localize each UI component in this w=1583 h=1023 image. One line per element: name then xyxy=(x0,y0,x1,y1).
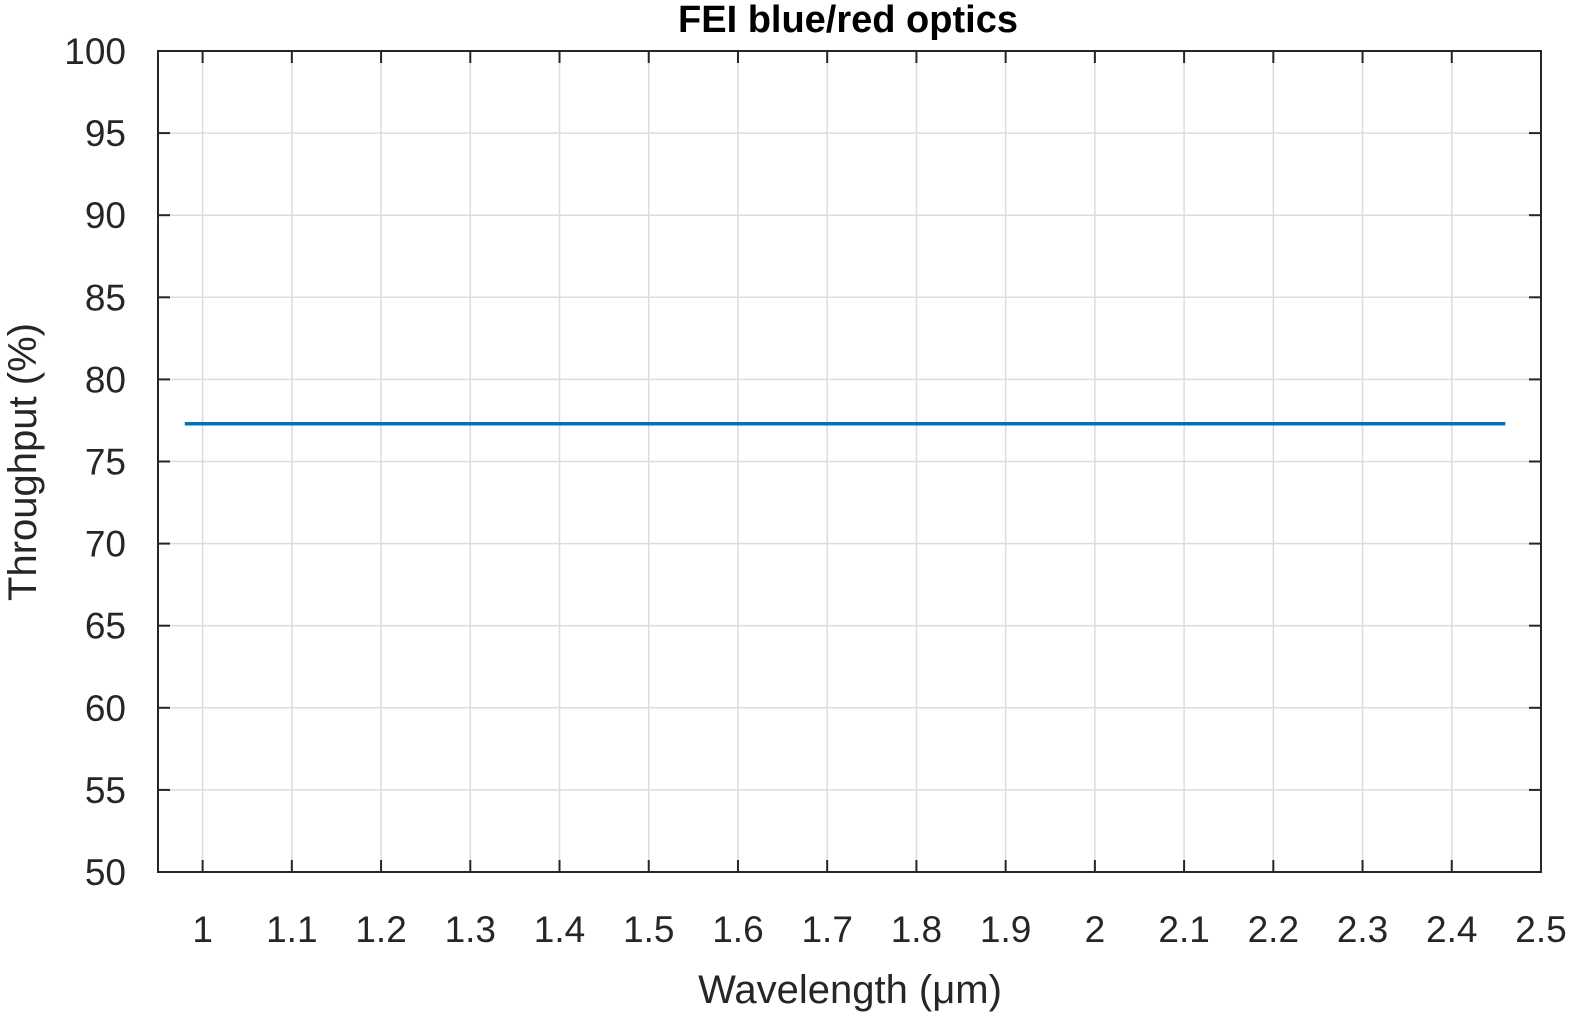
x-tick-label: 2.3 xyxy=(1337,909,1388,950)
y-tick-label: 80 xyxy=(85,359,126,400)
x-axis-label: Wavelength (μm) xyxy=(698,968,1002,1012)
x-tick-label: 2.4 xyxy=(1426,909,1477,950)
y-tick-label: 75 xyxy=(85,442,126,483)
tick-labels: 1 1.1 1.2 1.3 1.4 1.5 1.6 1.7 1.8 1.9 2 2.1 2.2 2.3 2.… xyxy=(64,31,1566,950)
x-tick-label: 1.8 xyxy=(891,909,942,950)
x-tick-label: 2.1 xyxy=(1158,909,1209,950)
grid-lines xyxy=(158,50,1542,873)
chart-title: FEI blue/red optics xyxy=(678,0,1018,41)
y-tick-label: 70 xyxy=(85,524,126,565)
x-tick-label: 1.5 xyxy=(623,909,674,950)
x-tick-label: 1 xyxy=(192,909,213,950)
x-tick-label: 2.2 xyxy=(1248,909,1299,950)
x-tick-label: 1.4 xyxy=(534,909,585,950)
x-tick-label: 1.1 xyxy=(266,909,317,950)
x-tick-label: 1.2 xyxy=(355,909,406,950)
x-tick-label: 1.7 xyxy=(801,909,852,950)
y-tick-label: 90 xyxy=(85,195,126,236)
axes xyxy=(157,50,1542,873)
x-tick-label: 2.5 xyxy=(1515,909,1566,950)
y-tick-label: 55 xyxy=(85,770,126,811)
x-tick-label: 1.6 xyxy=(712,909,763,950)
y-axis-label: Throughput (%) xyxy=(1,323,45,601)
x-tick-label: 1.9 xyxy=(980,909,1031,950)
y-tick-label: 100 xyxy=(64,31,126,72)
x-tick-label: 1.3 xyxy=(445,909,496,950)
y-tick-label: 85 xyxy=(85,277,126,318)
x-tick-label: 2 xyxy=(1085,909,1106,950)
y-tick-label: 50 xyxy=(85,852,126,893)
y-tick-label: 60 xyxy=(85,688,126,729)
y-tick-label: 95 xyxy=(85,113,126,154)
y-tick-label: 65 xyxy=(85,606,126,647)
